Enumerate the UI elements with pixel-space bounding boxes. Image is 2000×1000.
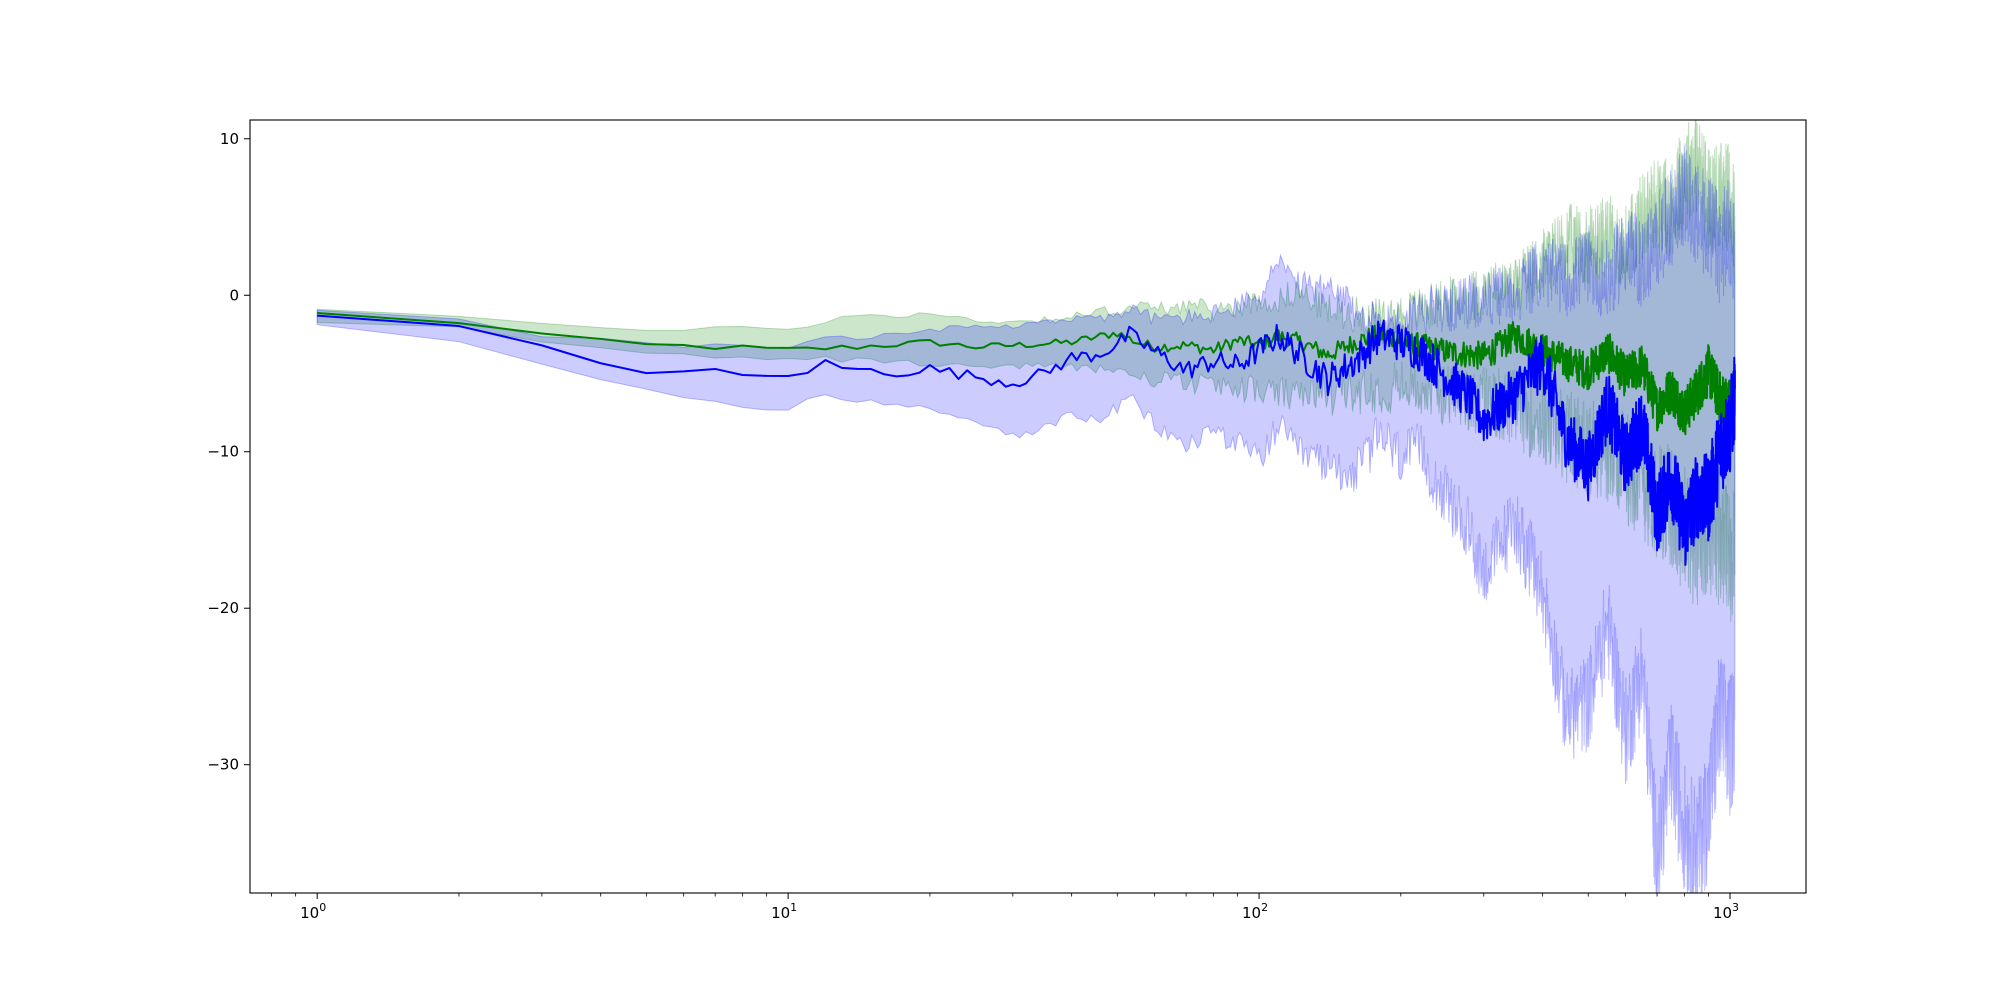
- series-2-line: [317, 314, 1736, 566]
- x-tick-label: 101: [771, 901, 797, 922]
- y-tick-label: 10: [220, 130, 239, 148]
- y-tick-label: −10: [207, 443, 239, 461]
- x-tick-label: 102: [1242, 901, 1268, 922]
- axes-frame: [249, 119, 1807, 894]
- plot-area: [316, 120, 1736, 893]
- y-tick-label: −30: [207, 756, 239, 774]
- x-tick-label: 100: [300, 901, 326, 922]
- x-tick-label: 103: [1713, 901, 1739, 922]
- y-tick-label: −20: [207, 599, 239, 617]
- y-tick-label: 0: [229, 286, 239, 304]
